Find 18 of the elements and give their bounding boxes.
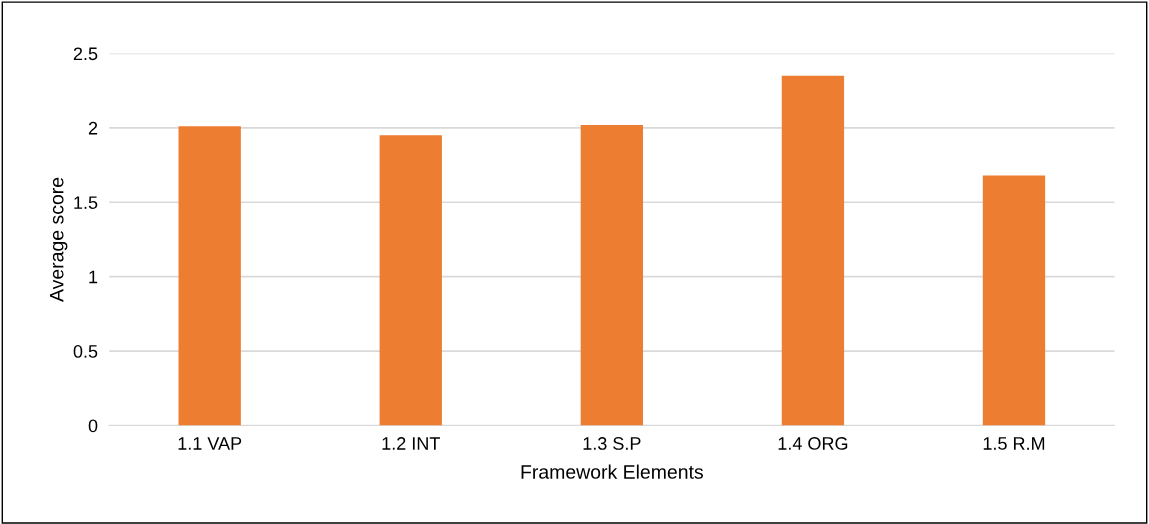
x-tick-label: 1.3 S.P [583, 437, 641, 450]
y-tick-label: 2 [88, 121, 98, 135]
x-tick-label: 1.2 INT [382, 437, 440, 450]
x-tick-label: 1.5 R.M [983, 437, 1045, 450]
x-axis-title: Framework Elements [521, 464, 703, 479]
bar [580, 124, 644, 426]
y-tick-label: 0.5 [73, 345, 98, 358]
y-tick-label: 1 [89, 270, 98, 284]
bar [379, 135, 442, 426]
y-tick-label: 0 [88, 419, 98, 433]
bar [781, 75, 845, 426]
bar [982, 175, 1046, 426]
bar [178, 126, 241, 426]
x-tick-label: 1.1 VAP [178, 437, 242, 450]
y-axis-title: Average score [49, 177, 68, 302]
x-tick-label: 1.4 ORG [778, 437, 848, 450]
y-tick-label: 1.5 [74, 196, 98, 209]
y-tick-label: 2.5 [73, 47, 98, 61]
